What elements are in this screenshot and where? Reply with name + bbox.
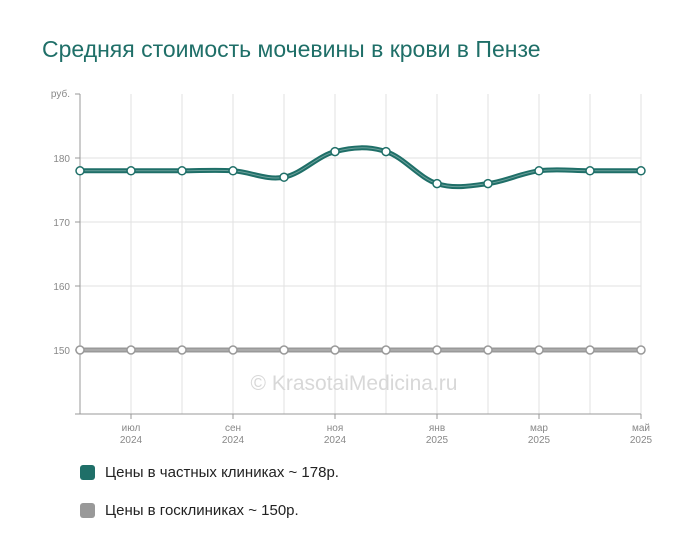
legend-item-private: Цены в частных клиниках ~ 178р. bbox=[80, 462, 339, 482]
data-point bbox=[75, 345, 85, 355]
legend-swatch-public bbox=[80, 502, 95, 518]
x-tick-label-year: 2024 bbox=[120, 435, 143, 446]
y-axis-unit: руб. bbox=[51, 88, 70, 100]
x-tick-label-year: 2025 bbox=[426, 435, 449, 446]
y-tick-label: 150 bbox=[53, 346, 70, 357]
data-point bbox=[330, 146, 340, 157]
data-point bbox=[636, 345, 646, 355]
data-point bbox=[432, 178, 442, 189]
data-point bbox=[330, 345, 340, 355]
legend-label-private: Цены в частных клиниках ~ 178р. bbox=[105, 463, 339, 481]
legend-swatch-private bbox=[80, 464, 95, 480]
series-public bbox=[75, 345, 646, 355]
x-tick-label-month: янв bbox=[429, 423, 445, 434]
data-point bbox=[126, 345, 136, 355]
chart-title: Средняя стоимость мочевины в крови в Пен… bbox=[42, 36, 541, 62]
x-tick-label-month: май bbox=[632, 423, 650, 434]
data-point bbox=[177, 345, 187, 355]
y-tick-label: 170 bbox=[53, 218, 70, 229]
y-tick-label: 160 bbox=[53, 282, 70, 293]
x-tick-label-month: сен bbox=[225, 423, 241, 434]
data-point bbox=[534, 345, 544, 355]
data-point bbox=[432, 345, 442, 355]
x-tick-label-year: 2024 bbox=[222, 435, 245, 446]
data-point bbox=[483, 345, 493, 355]
watermark: © KrasotaiMedicina.ru bbox=[251, 372, 458, 395]
data-point bbox=[228, 345, 238, 355]
x-tick-label-year: 2025 bbox=[630, 435, 653, 446]
axes: 150160170180руб.июл2024сен2024ноя2024янв… bbox=[51, 88, 653, 446]
data-point bbox=[585, 166, 595, 176]
series-line-highlight bbox=[80, 147, 641, 188]
data-point bbox=[279, 345, 289, 355]
legend-label-public: Цены в госклиниках ~ 150р. bbox=[105, 501, 299, 519]
data-point bbox=[228, 166, 238, 176]
x-tick-label-year: 2024 bbox=[324, 435, 347, 446]
x-tick-label-year: 2025 bbox=[528, 435, 551, 446]
data-point bbox=[126, 166, 136, 176]
data-point bbox=[381, 345, 391, 355]
series-line bbox=[80, 145, 641, 190]
x-tick-label-month: мар bbox=[530, 423, 548, 434]
data-point bbox=[534, 166, 544, 176]
data-point bbox=[75, 166, 85, 176]
legend: Цены в частных клиниках ~ 178р. Цены в г… bbox=[80, 462, 339, 538]
data-point bbox=[636, 166, 646, 176]
data-point bbox=[279, 172, 289, 182]
series bbox=[75, 145, 646, 355]
data-point bbox=[483, 178, 493, 189]
data-point bbox=[585, 345, 595, 355]
series-private bbox=[75, 145, 646, 190]
y-tick-label: 180 bbox=[53, 154, 70, 165]
data-point bbox=[381, 146, 391, 157]
x-tick-label-month: ноя bbox=[327, 423, 344, 434]
grid-lines bbox=[79, 94, 642, 414]
legend-item-public: Цены в госклиниках ~ 150р. bbox=[80, 500, 339, 520]
data-point bbox=[177, 166, 187, 176]
x-tick-label-month: июл bbox=[122, 423, 141, 434]
